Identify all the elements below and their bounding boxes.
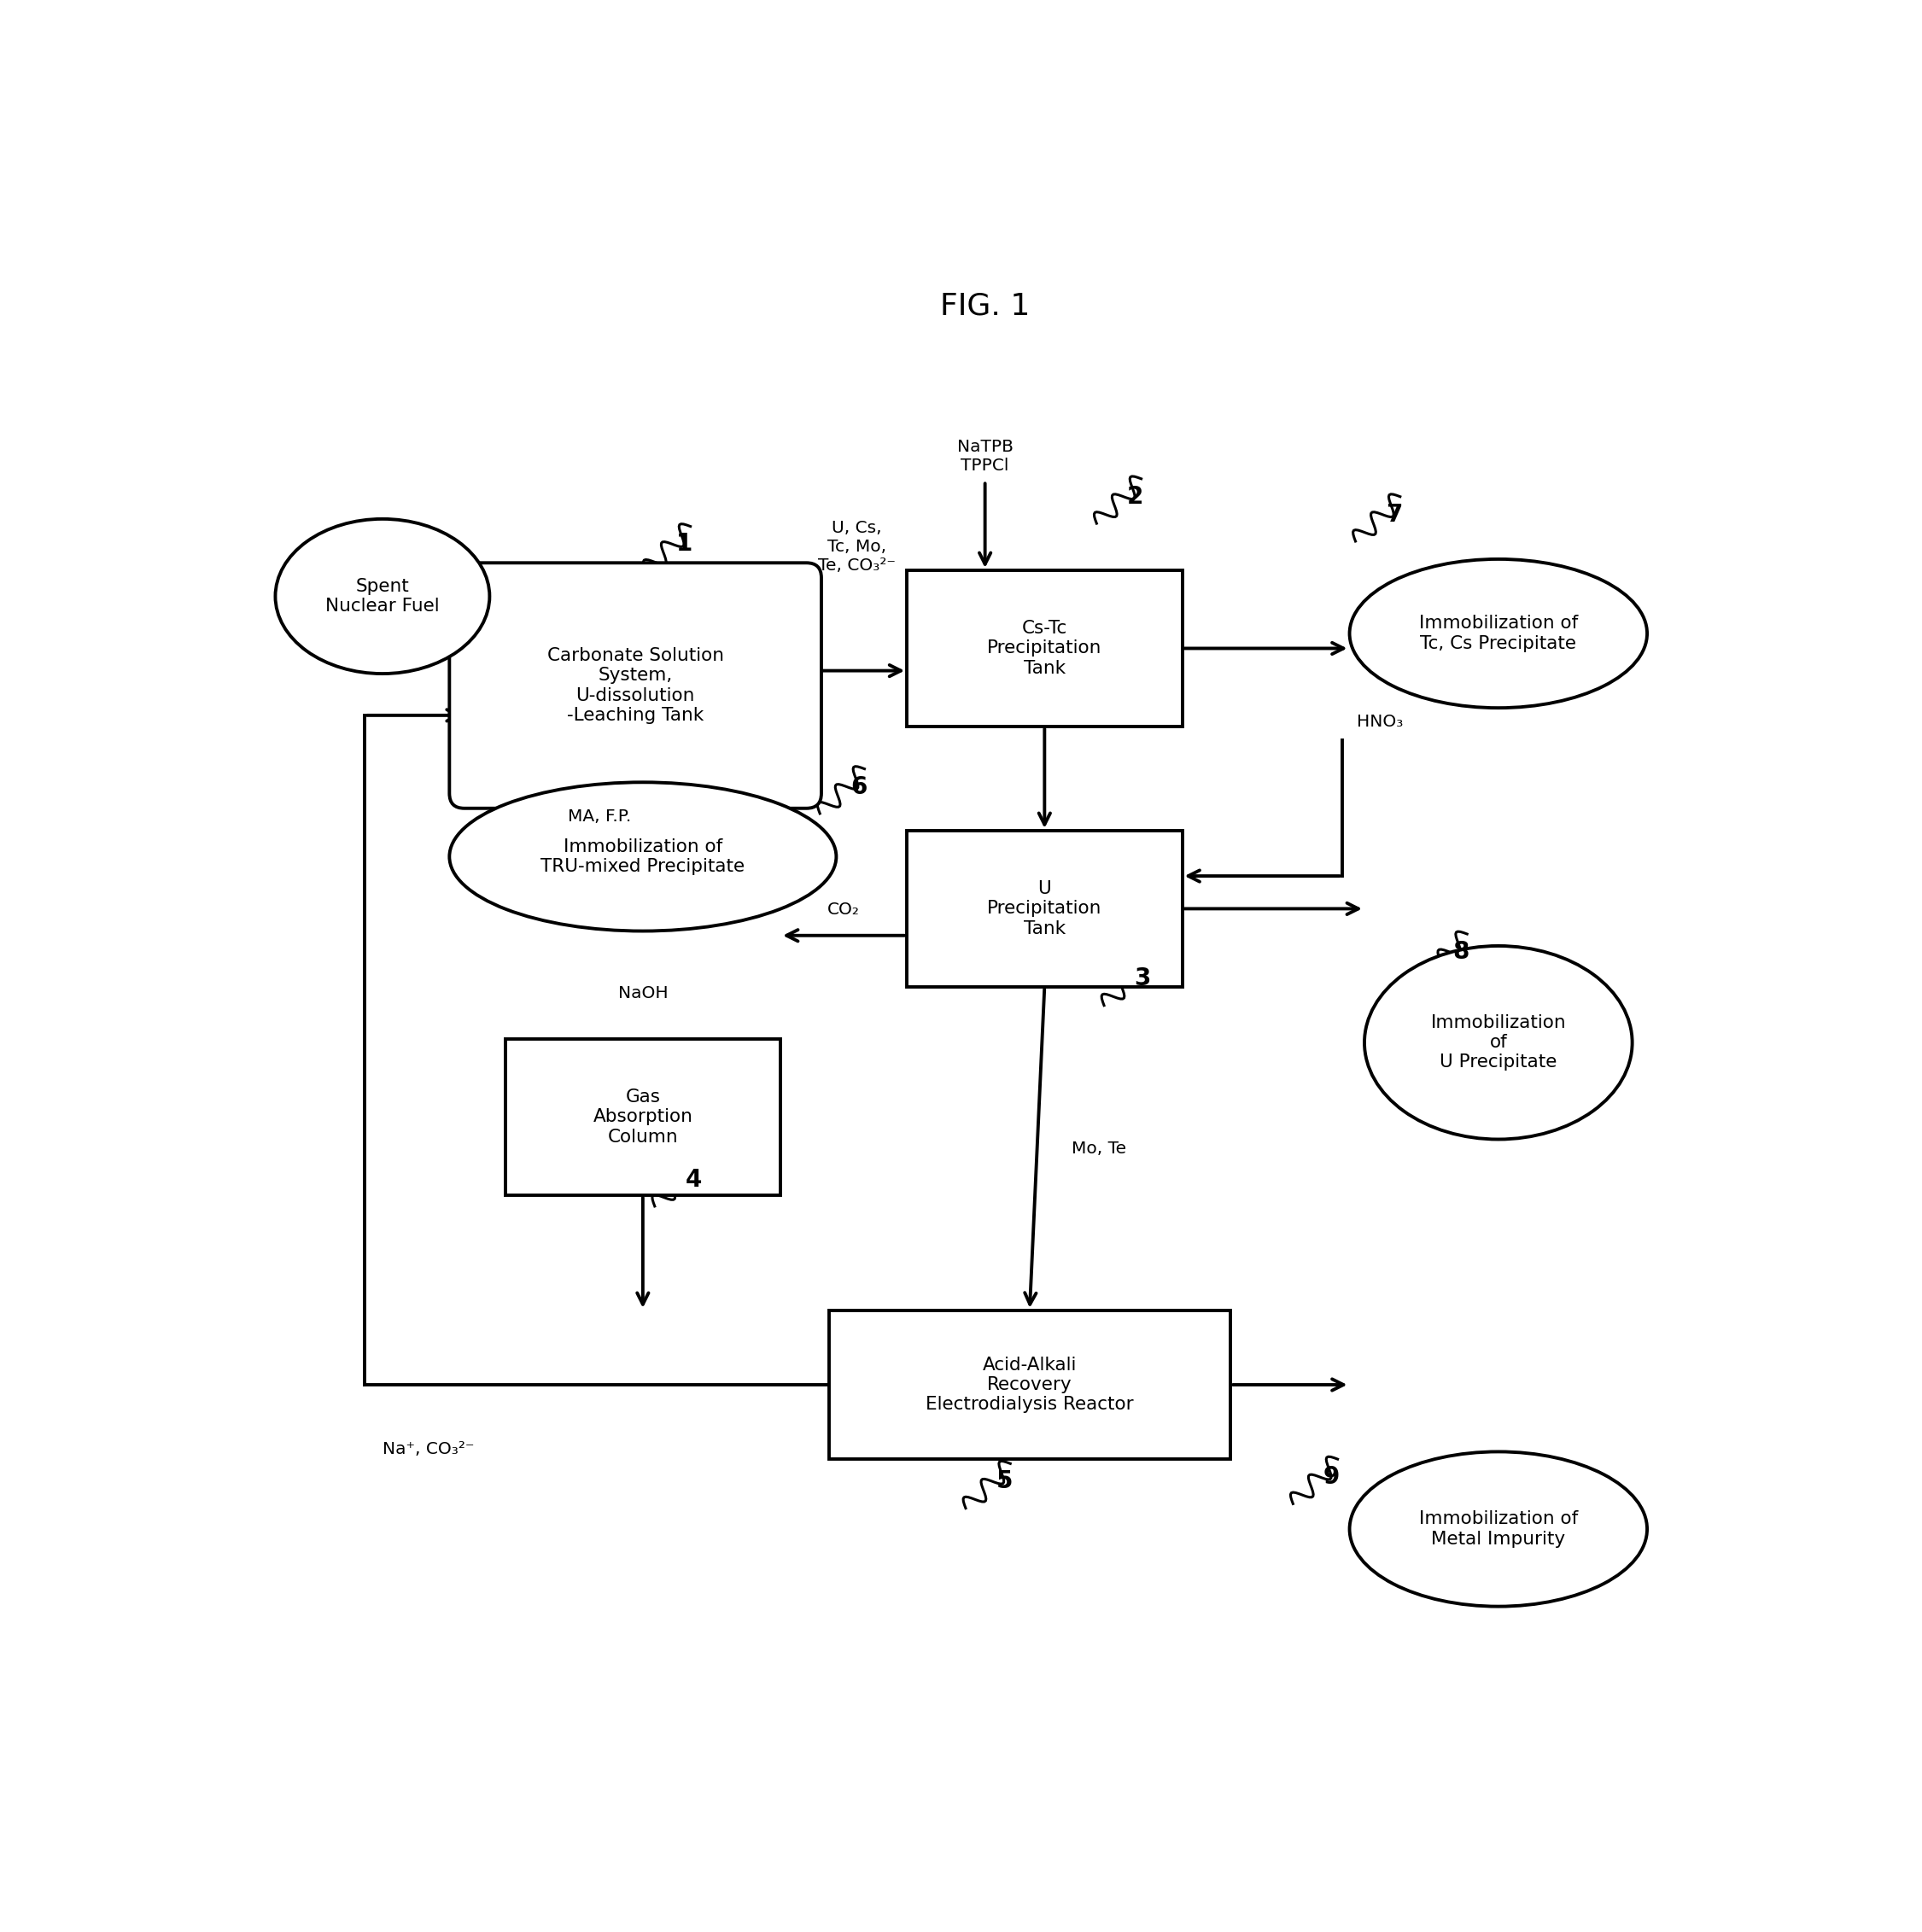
Text: Na⁺, CO₃²⁻: Na⁺, CO₃²⁻	[382, 1441, 475, 1457]
Text: MA, F.P.: MA, F.P.	[567, 808, 630, 825]
Text: Immobilization
of
U Precipitate: Immobilization of U Precipitate	[1430, 1014, 1566, 1070]
Text: CO₂: CO₂	[828, 902, 859, 918]
Text: NaTPB
TPPCl: NaTPB TPPCl	[957, 439, 1013, 473]
Text: U, Cs,
Tc, Mo,
Te, CO₃²⁻: U, Cs, Tc, Mo, Te, CO₃²⁻	[819, 520, 896, 574]
FancyBboxPatch shape	[828, 1310, 1230, 1459]
Text: Immobilization of
Metal Impurity: Immobilization of Metal Impurity	[1418, 1511, 1578, 1548]
Ellipse shape	[450, 782, 836, 931]
Ellipse shape	[1349, 1451, 1647, 1605]
FancyBboxPatch shape	[907, 570, 1182, 726]
Text: 6: 6	[850, 775, 867, 798]
FancyBboxPatch shape	[450, 562, 821, 808]
Text: 3: 3	[1134, 966, 1151, 991]
Text: Gas
Absorption
Column: Gas Absorption Column	[592, 1088, 692, 1146]
Text: FIG. 1: FIG. 1	[940, 292, 1030, 321]
Text: 8: 8	[1453, 939, 1470, 964]
Text: 7: 7	[1386, 502, 1403, 526]
Text: Mo, Te: Mo, Te	[1071, 1140, 1126, 1157]
Text: Cs-Tc
Precipitation
Tank: Cs-Tc Precipitation Tank	[988, 620, 1101, 676]
Ellipse shape	[275, 520, 490, 674]
Text: Immobilization of
TRU-mixed Precipitate: Immobilization of TRU-mixed Precipitate	[540, 838, 746, 875]
Text: U
Precipitation
Tank: U Precipitation Tank	[988, 881, 1101, 937]
Text: 4: 4	[684, 1167, 702, 1192]
Text: Spent
Nuclear Fuel: Spent Nuclear Fuel	[325, 578, 440, 614]
Text: 1: 1	[677, 533, 692, 556]
Text: Acid-Alkali
Recovery
Electrodialysis Reactor: Acid-Alkali Recovery Electrodialysis Rea…	[926, 1356, 1134, 1412]
Text: 2: 2	[1126, 485, 1144, 508]
Text: Immobilization of
Tc, Cs Precipitate: Immobilization of Tc, Cs Precipitate	[1418, 614, 1578, 651]
Text: 9: 9	[1324, 1464, 1340, 1490]
Ellipse shape	[1365, 947, 1632, 1140]
Text: NaOH: NaOH	[617, 985, 667, 1001]
Text: Carbonate Solution
System,
U-dissolution
-Leaching Tank: Carbonate Solution System, U-dissolution…	[548, 647, 725, 724]
Text: HNO₃: HNO₃	[1357, 715, 1403, 730]
Ellipse shape	[1349, 558, 1647, 707]
FancyBboxPatch shape	[505, 1039, 780, 1196]
Text: 5: 5	[996, 1470, 1013, 1493]
FancyBboxPatch shape	[907, 831, 1182, 987]
